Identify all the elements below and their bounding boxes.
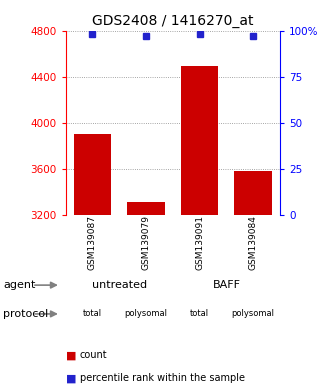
- Bar: [235, 171, 272, 215]
- Bar: [181, 66, 218, 215]
- Text: total: total: [190, 310, 209, 318]
- Text: untreated: untreated: [92, 280, 147, 290]
- Text: total: total: [83, 310, 102, 318]
- Text: protocol: protocol: [3, 309, 48, 319]
- Text: polysomal: polysomal: [124, 310, 167, 318]
- Title: GDS2408 / 1416270_at: GDS2408 / 1416270_at: [92, 14, 253, 28]
- Text: GSM139084: GSM139084: [249, 215, 258, 270]
- Text: percentile rank within the sample: percentile rank within the sample: [80, 373, 245, 383]
- Text: GSM139091: GSM139091: [195, 215, 204, 270]
- Text: GSM139079: GSM139079: [141, 215, 150, 270]
- Text: count: count: [80, 350, 108, 360]
- Text: ■: ■: [66, 350, 76, 360]
- Bar: [127, 202, 165, 215]
- Text: GSM139087: GSM139087: [88, 215, 97, 270]
- Text: BAFF: BAFF: [212, 280, 240, 290]
- Text: polysomal: polysomal: [232, 310, 275, 318]
- Bar: [74, 134, 111, 215]
- Text: agent: agent: [3, 280, 36, 290]
- Text: ■: ■: [66, 373, 76, 383]
